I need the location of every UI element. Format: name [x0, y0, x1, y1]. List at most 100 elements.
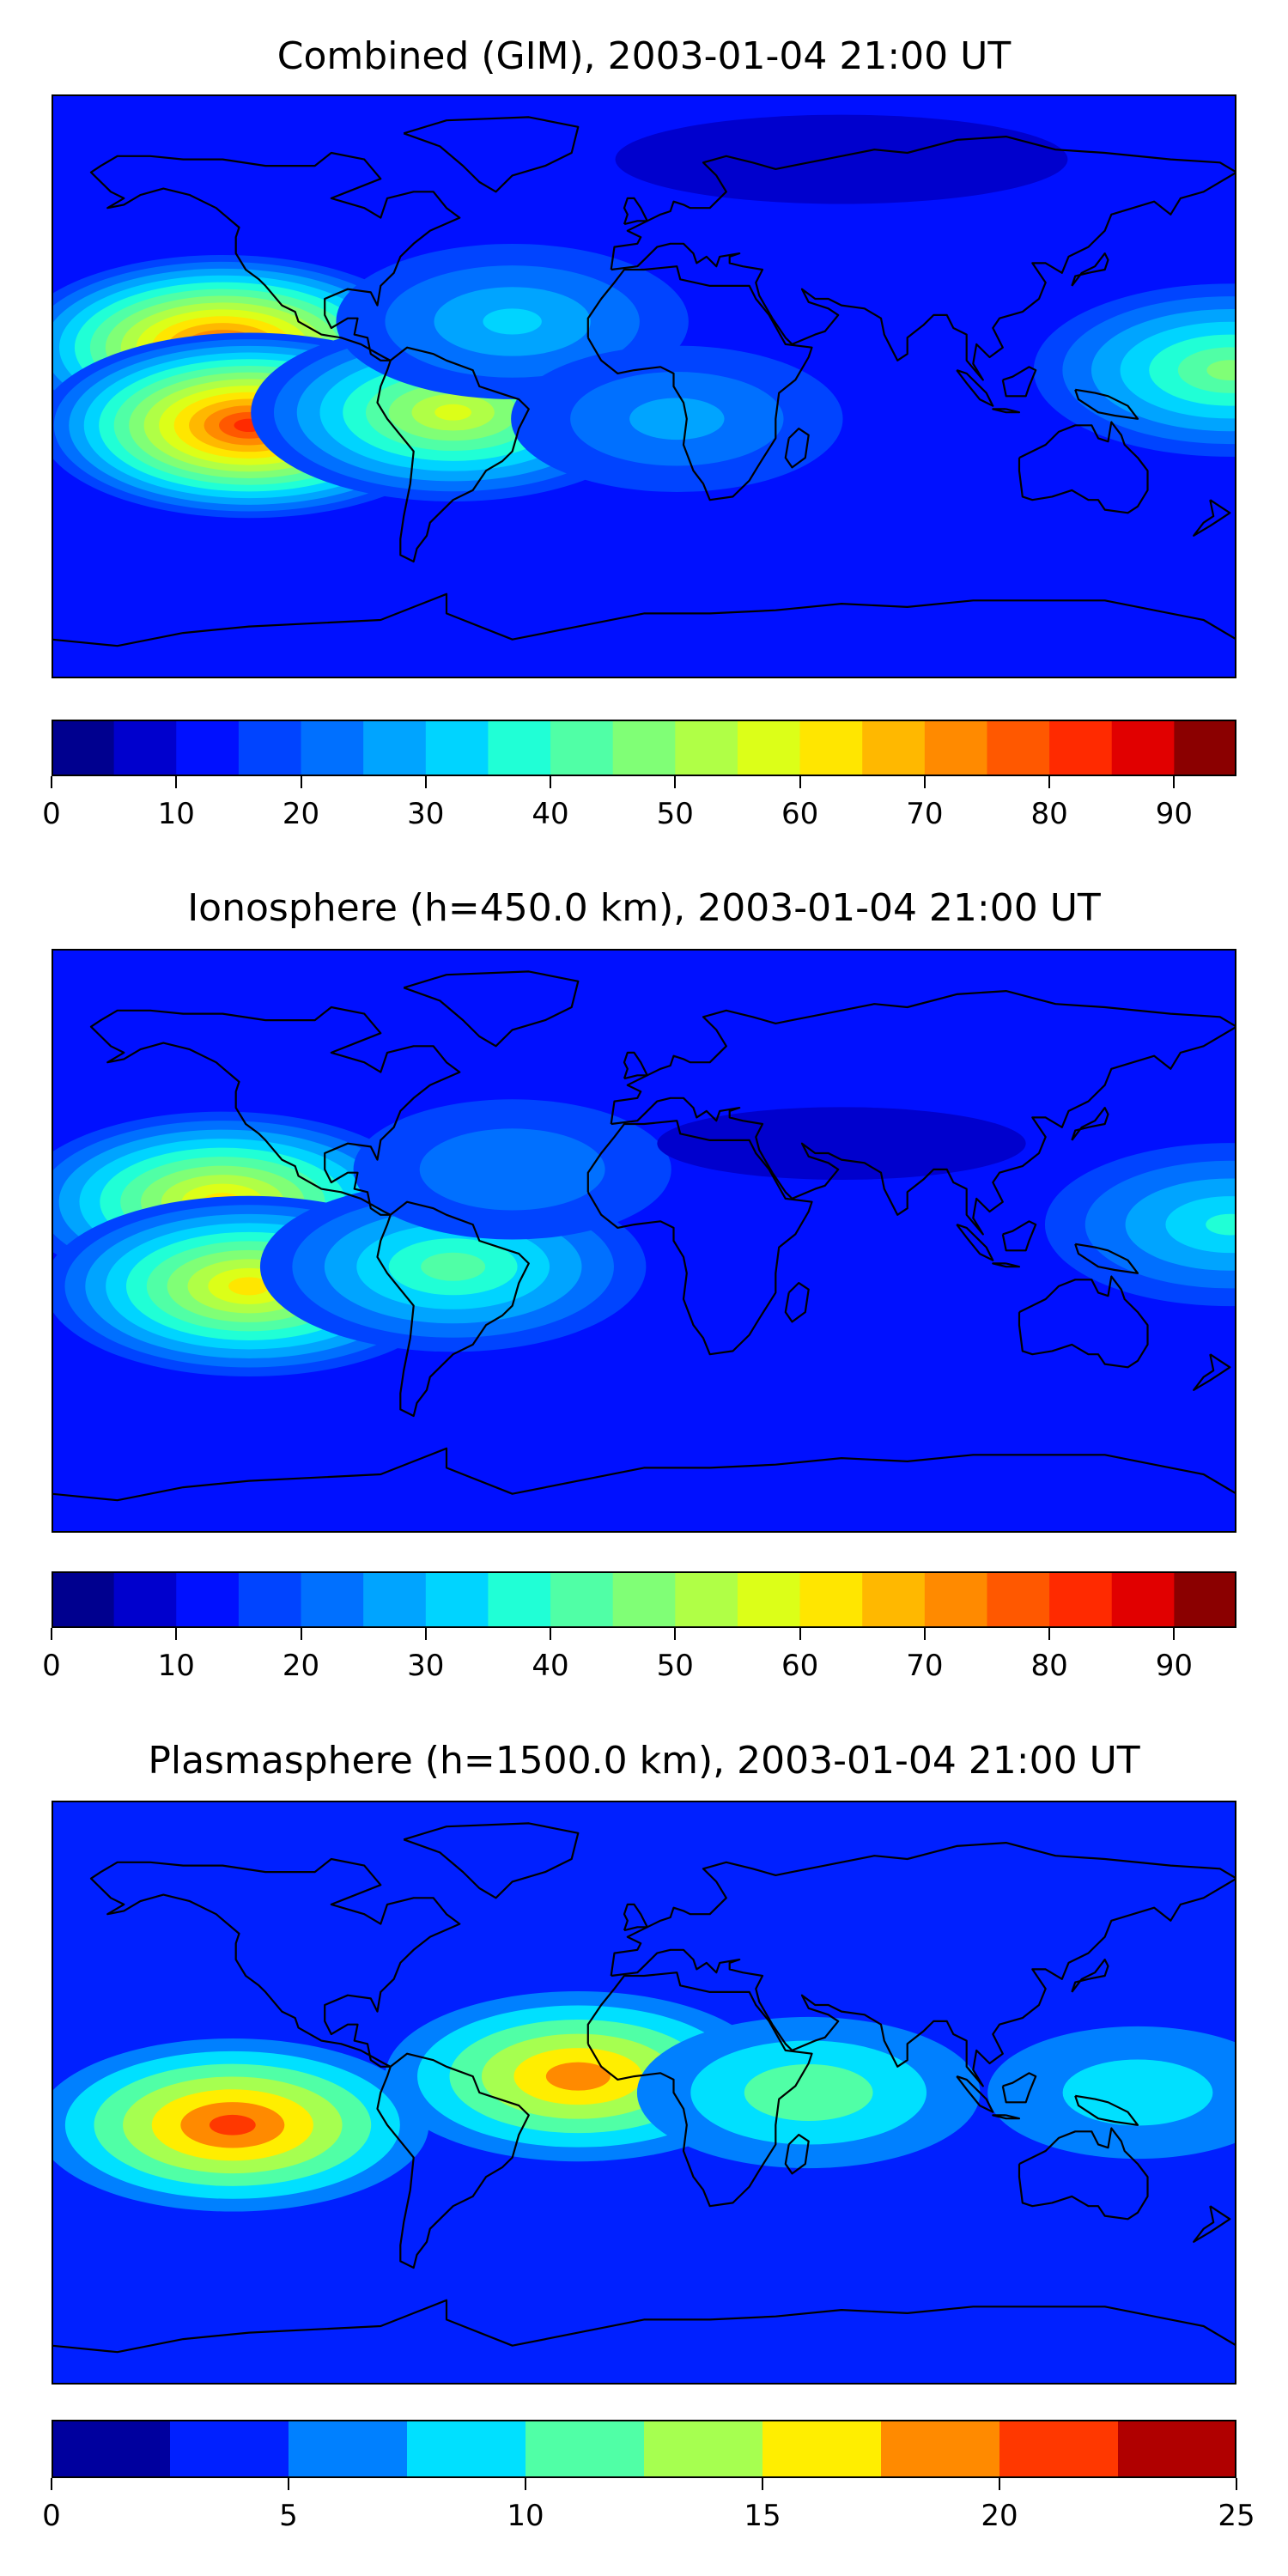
- colorbar-tick-mark: [175, 1628, 178, 1640]
- colorbar-tick-mark: [550, 776, 552, 788]
- colorbar-tick-label: 40: [532, 1649, 569, 1683]
- contour-fields: [52, 1991, 1236, 2212]
- colorbar-swatch: [301, 720, 364, 776]
- contour-north-atlantic-band: [419, 1128, 605, 1211]
- colorbar-tick-mark: [300, 776, 302, 788]
- panel-1-map-svg: [52, 94, 1236, 678]
- colorbar-swatch: [1174, 720, 1236, 776]
- coastline: [623, 1051, 648, 1080]
- colorbar-swatch: [425, 1571, 489, 1628]
- colorbar-swatch: [363, 1571, 427, 1628]
- colorbar-tick-mark: [175, 776, 178, 788]
- contour-western-pacific: [1062, 2059, 1213, 2126]
- colorbar-tick-label: 80: [1030, 1649, 1068, 1683]
- panel-3-map: [52, 1801, 1236, 2385]
- panel-3-colorbar-ticks: 0 5 10 15 20 25: [42, 2478, 1255, 2533]
- colorbar-swatch: [644, 2420, 763, 2478]
- coastline: [1074, 1242, 1139, 1274]
- colorbar-tick-label: 0: [42, 797, 61, 831]
- colorbar-swatch: [881, 2420, 1000, 2478]
- colorbar-tick-mark: [51, 776, 52, 788]
- panel-1-colorbar-svg: [52, 720, 1236, 776]
- colorbar-swatch: [289, 2420, 408, 2478]
- panel-3-colorbar: [52, 2420, 1236, 2478]
- coastline: [403, 116, 580, 193]
- coastline: [1001, 366, 1037, 398]
- panel-3-map-svg: [52, 1801, 1236, 2385]
- coastline: [956, 1224, 994, 1261]
- coastline: [1074, 2094, 1139, 2126]
- colorbar-swatch: [675, 1571, 738, 1628]
- colorbar-tick-mark: [1236, 2478, 1237, 2490]
- coastline: [992, 2114, 1021, 2120]
- colorbar-swatch: [799, 720, 863, 776]
- colorbar-tick-label: 10: [157, 797, 195, 831]
- colorbar-tick-label: 40: [532, 797, 569, 831]
- map-frame: [52, 1801, 1236, 2385]
- colorbar-swatch: [1174, 1571, 1236, 1628]
- colorbar-tick-label: 60: [781, 797, 819, 831]
- colorbar-swatch: [526, 2420, 645, 2478]
- colorbar-tick-mark: [923, 776, 926, 788]
- coastline: [1071, 1107, 1109, 1141]
- colorbar-tick-label: 20: [282, 797, 320, 831]
- coastline: [89, 1005, 461, 1216]
- contour-north-atlantic-band: [483, 308, 542, 335]
- panel-1-colorbar-ticks: 0 10 20 30 40 50 60 70 80 90: [42, 776, 1236, 831]
- coastline: [992, 1262, 1021, 1268]
- coastlines: [52, 1822, 1236, 2354]
- contour-central-pacific-south-crest: [228, 1277, 270, 1296]
- coastline: [52, 592, 1236, 647]
- colorbar-swatch: [113, 720, 177, 776]
- colorbar-tick-label: 90: [1155, 797, 1193, 831]
- colorbar-tick-label: 50: [656, 1649, 694, 1683]
- coastline: [1074, 388, 1139, 420]
- colorbar-tick-label: 0: [42, 2499, 61, 2533]
- colorbar-tick-mark: [1173, 776, 1176, 788]
- coastline: [376, 2052, 530, 2269]
- colorbar-swatch: [363, 720, 427, 776]
- colorbar-tick-mark: [424, 776, 427, 788]
- coastline: [956, 2075, 994, 2113]
- colorbar-swatch: [987, 720, 1050, 776]
- colorbar-tick-label: 10: [157, 1649, 195, 1683]
- colorbar-swatch: [238, 720, 302, 776]
- colorbar-tick-mark: [674, 776, 677, 788]
- coastline: [1018, 1275, 1149, 1369]
- panel-3-title: Plasmasphere (h=1500.0 km), 2003-01-04 2…: [148, 1739, 1140, 1783]
- coastline: [1193, 1353, 1231, 1391]
- colorbar-swatch: [1049, 1571, 1113, 1628]
- colorbar-swatch: [987, 1571, 1050, 1628]
- colorbar-tick-label: 25: [1218, 2499, 1255, 2533]
- colorbar-swatch: [52, 1571, 115, 1628]
- colorbar-swatch: [737, 720, 801, 776]
- colorbar-swatch: [176, 720, 240, 776]
- coastline: [610, 135, 1236, 381]
- panel-2-title: Ionosphere (h=450.0 km), 2003-01-04 21:0…: [187, 886, 1101, 930]
- colorbar-tick-label: 20: [282, 1649, 320, 1683]
- panel-2-colorbar-ticks: 0 10 20 30 40 50 60 70 80 90: [42, 1628, 1236, 1683]
- coastline: [1001, 1220, 1037, 1252]
- colorbar-tick-mark: [923, 1628, 926, 1640]
- coastline: [1193, 499, 1231, 537]
- contour-western-pacific: [1206, 360, 1236, 380]
- contour-central-pacific: [209, 2114, 256, 2136]
- colorbar-tick-label: 0: [42, 1649, 61, 1683]
- colorbar-tick-mark: [1048, 1628, 1051, 1640]
- colorbar-swatch: [612, 1571, 676, 1628]
- colorbar-swatch: [799, 1571, 863, 1628]
- colorbar-tick-label: 30: [407, 1649, 445, 1683]
- colorbar-swatch: [170, 2420, 289, 2478]
- colorbar-frame: [52, 2420, 1236, 2478]
- contour-africa-indian-ocean: [744, 2063, 873, 2122]
- coastline: [403, 1822, 580, 1899]
- coastline: [1193, 2205, 1231, 2243]
- map-frame: [52, 94, 1236, 678]
- colorbar-swatch: [862, 1571, 926, 1628]
- colorbar-swatch: [550, 720, 614, 776]
- panel-2-colorbar: [52, 1571, 1236, 1628]
- colorbar-tick-label: 15: [744, 2499, 781, 2533]
- coastline: [403, 970, 580, 1048]
- panel-1-title: Combined (GIM), 2003-01-04 21:00 UT: [276, 34, 1012, 78]
- coastline: [376, 1200, 530, 1418]
